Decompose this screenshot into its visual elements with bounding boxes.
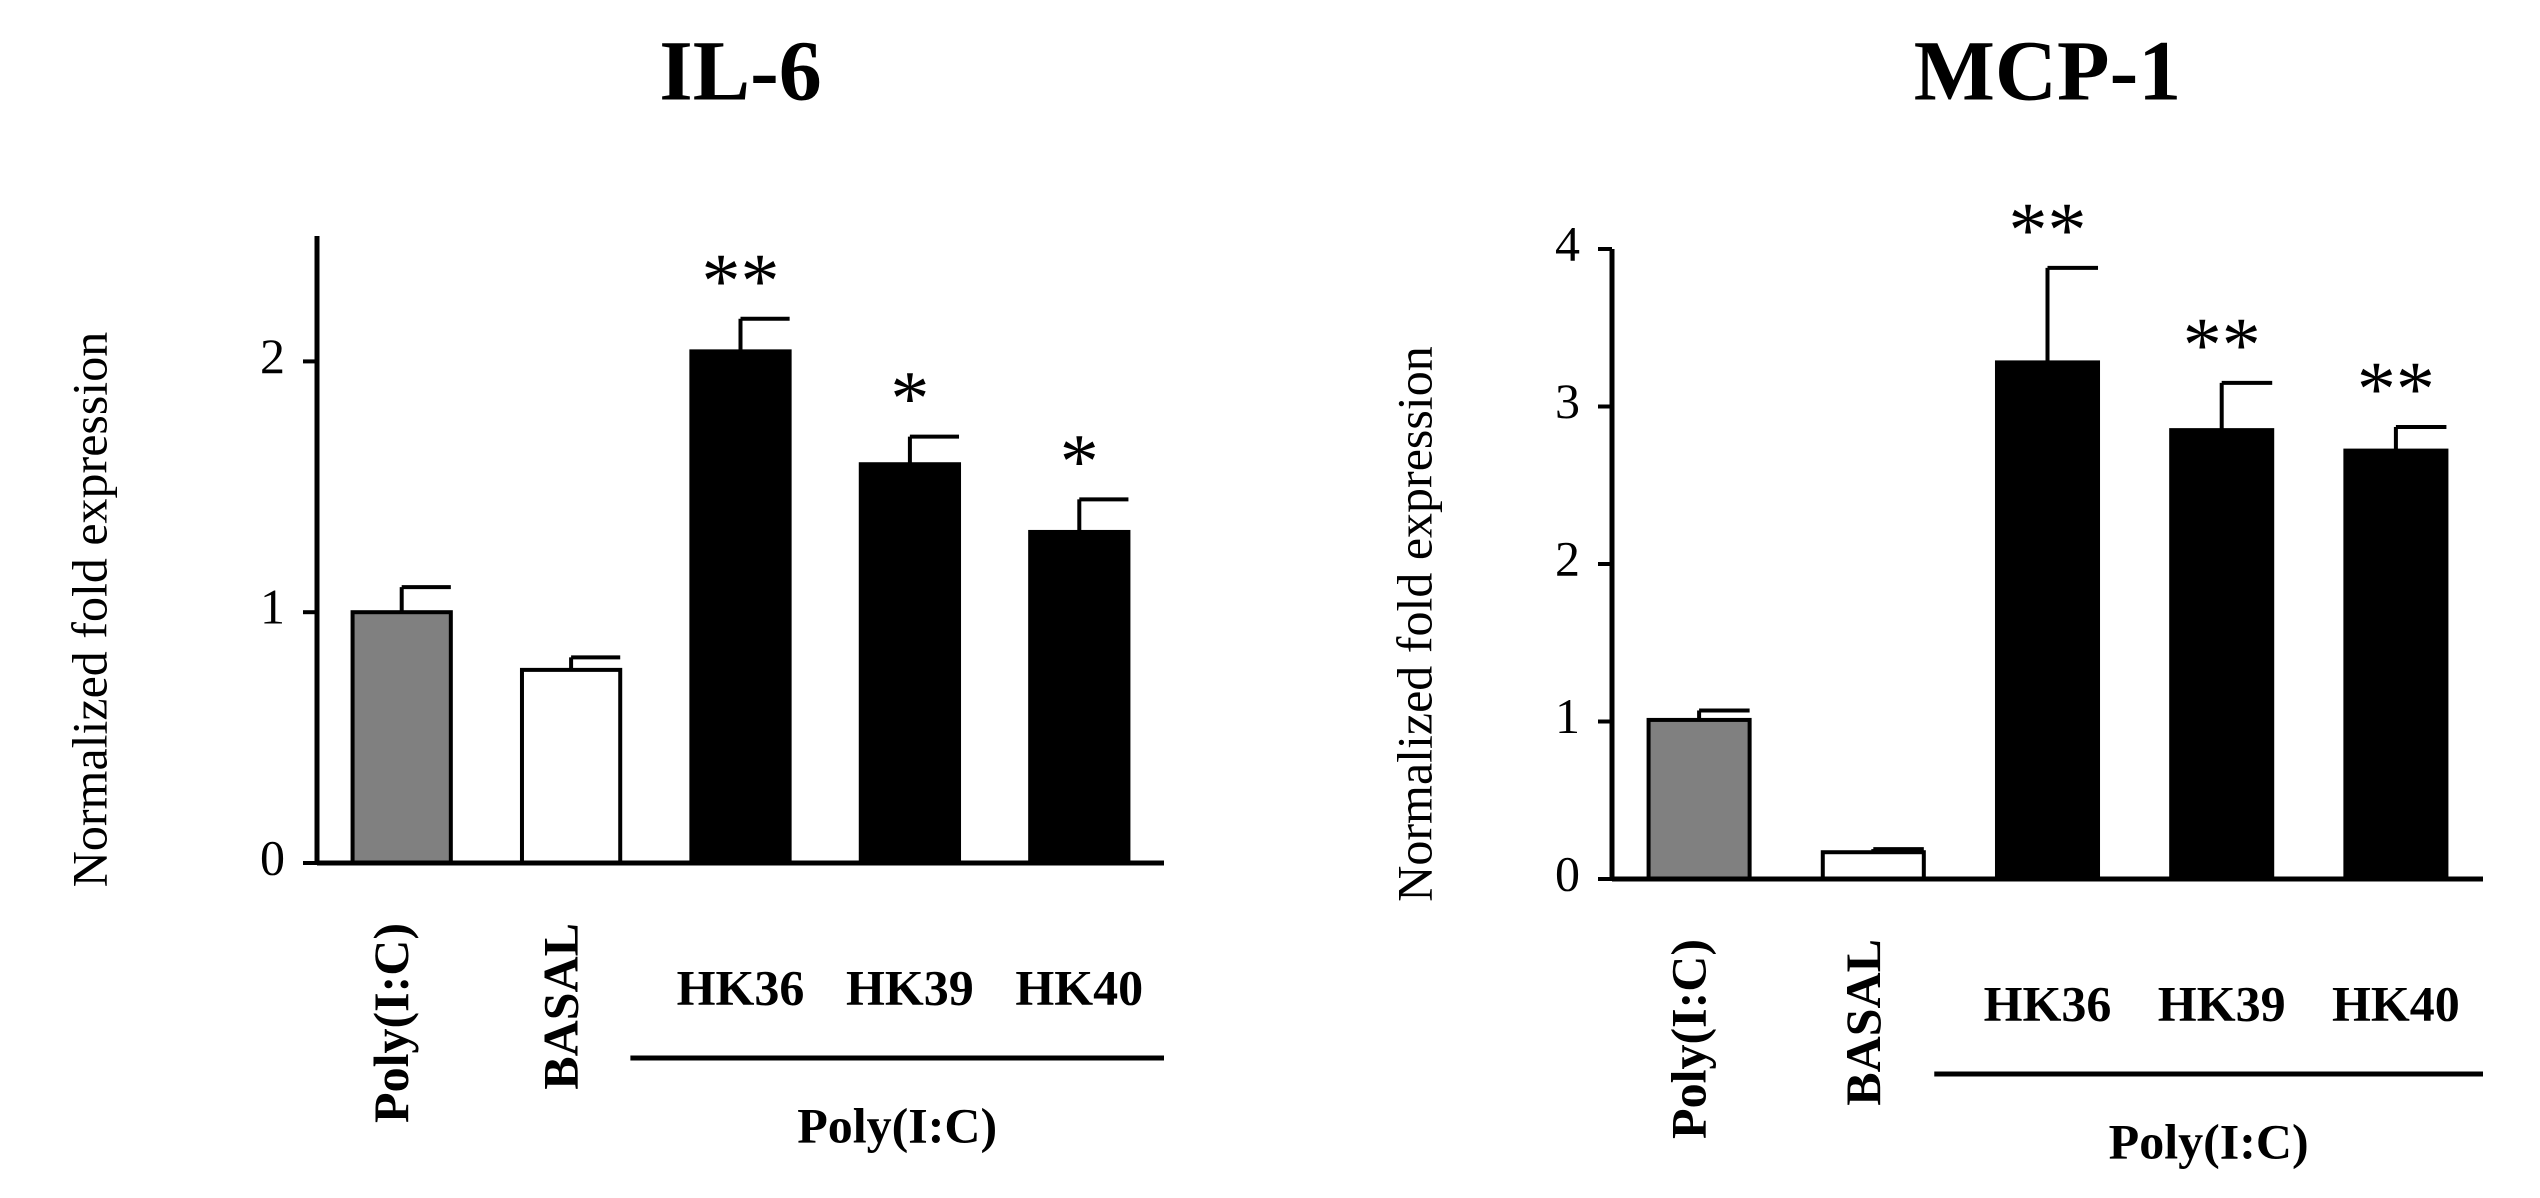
x-tick-label: HK36 bbox=[1984, 975, 2112, 1031]
bar bbox=[2169, 428, 2275, 881]
bar bbox=[350, 610, 453, 866]
significance-mark: ** bbox=[2183, 301, 2261, 388]
y-tick-label: 2 bbox=[260, 328, 285, 384]
bar bbox=[689, 349, 792, 865]
x-tick-label: HK39 bbox=[846, 959, 974, 1015]
bar bbox=[1028, 529, 1131, 865]
x-tick-label: BASAL bbox=[1835, 939, 1891, 1106]
significance-mark: * bbox=[890, 355, 929, 442]
chart-title: IL-6 bbox=[659, 23, 821, 119]
x-tick-label: BASAL bbox=[533, 923, 589, 1090]
y-axis-label: Normalized fold expression bbox=[1386, 346, 1442, 901]
bar bbox=[1820, 850, 1926, 881]
bar bbox=[1994, 360, 2101, 881]
x-tick-label: Poly(I:C) bbox=[1661, 939, 1717, 1139]
significance-mark: * bbox=[1060, 417, 1099, 504]
y-tick-label: 1 bbox=[260, 579, 285, 635]
y-tick-label: 0 bbox=[1555, 845, 1580, 901]
y-tick-label: 0 bbox=[260, 829, 285, 885]
group-label: Poly(I:C) bbox=[797, 1097, 997, 1153]
bar bbox=[2343, 448, 2449, 881]
bar bbox=[858, 462, 962, 865]
y-tick-label: 4 bbox=[1555, 215, 1580, 271]
y-tick-label: 1 bbox=[1555, 688, 1580, 744]
bar bbox=[1646, 717, 1752, 881]
bar bbox=[519, 667, 623, 865]
x-tick-label: HK39 bbox=[2158, 975, 2286, 1031]
chart-title: MCP-1 bbox=[1914, 23, 2181, 119]
x-tick-label: Poly(I:C) bbox=[363, 923, 419, 1123]
y-tick-label: 3 bbox=[1555, 373, 1580, 429]
significance-mark: ** bbox=[702, 237, 780, 324]
y-tick-label: 2 bbox=[1555, 530, 1580, 586]
x-tick-label: HK36 bbox=[677, 959, 805, 1015]
x-tick-label: HK40 bbox=[2332, 975, 2460, 1031]
y-axis-label: Normalized fold expression bbox=[61, 332, 117, 887]
x-tick-label: HK40 bbox=[1015, 959, 1143, 1015]
significance-mark: ** bbox=[2357, 345, 2435, 432]
group-label: Poly(I:C) bbox=[2109, 1113, 2309, 1169]
significance-mark: ** bbox=[2009, 186, 2087, 273]
